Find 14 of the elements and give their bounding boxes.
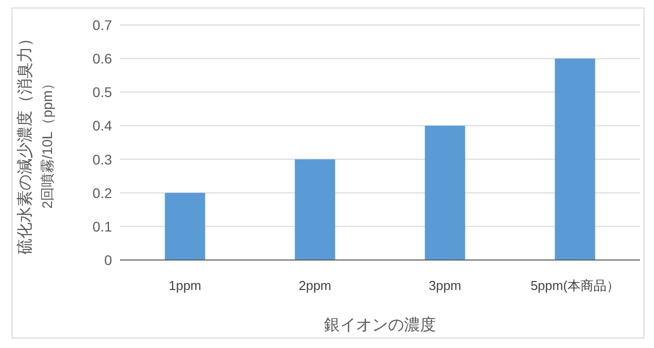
y-tick-label: 0.4	[92, 118, 112, 134]
y-tick-label: 0.3	[92, 151, 112, 168]
y-axis-title: 硫化水素の減少濃度（消臭力） 2回噴霧/10L（ppm）	[16, 30, 55, 254]
y-tick-label: 0	[104, 252, 112, 268]
x-tick-label: 5ppm(本商品）	[530, 278, 620, 293]
y-tick-label: 0.1	[92, 218, 112, 234]
x-tick-label: 2ppm	[298, 278, 332, 293]
y-tick-label: 0.2	[92, 184, 112, 201]
y-tick-label: 0.7	[92, 17, 112, 33]
x-axis-title: 銀イオンの濃度	[324, 316, 436, 334]
y-tick-label: 0.6	[92, 50, 112, 67]
x-tick-label: 3ppm	[428, 278, 462, 293]
x-tick-label: 1ppm	[168, 278, 202, 293]
y-tick-label: 0.5	[92, 84, 112, 100]
